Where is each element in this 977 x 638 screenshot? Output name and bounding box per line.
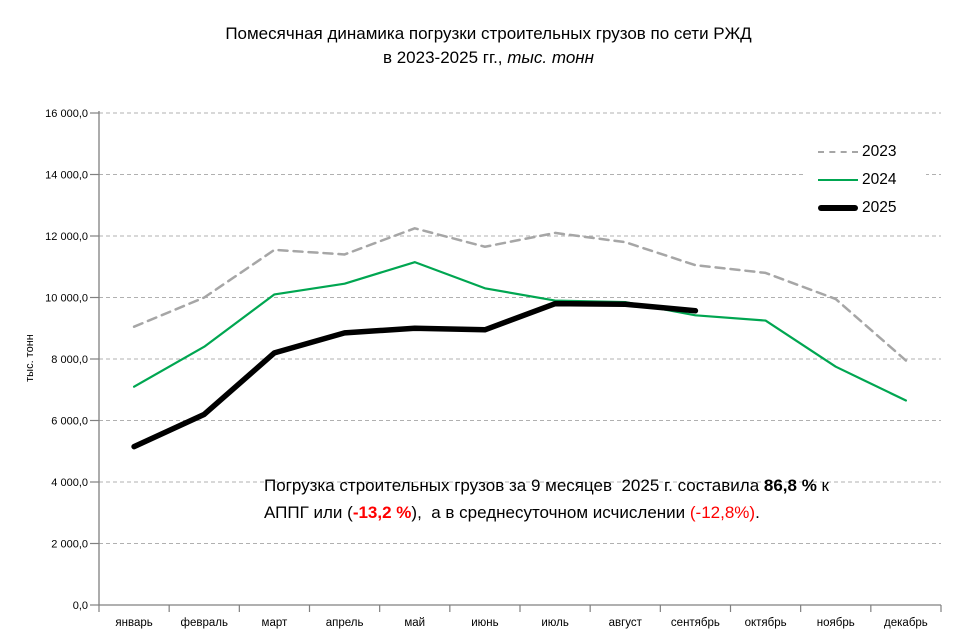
legend-label-2024: 2024 <box>862 171 897 188</box>
y-tick-label: 14 000,0 <box>45 170 88 182</box>
legend-item-2023: 2023 <box>804 138 926 166</box>
legend-item-2024: 2024 <box>804 166 926 194</box>
x-tick-label: июнь <box>471 617 498 629</box>
x-tick-label: май <box>404 617 425 629</box>
y-tick-label: 2 000,0 <box>51 539 88 551</box>
x-tick-label: июль <box>541 617 569 629</box>
legend: 2023 2024 2025 <box>804 136 926 224</box>
y-tick-label: 8 000,0 <box>51 354 88 366</box>
x-tick-label: март <box>262 617 288 629</box>
x-tick-label: август <box>609 617 643 629</box>
chart-title: Помесячная динамика погрузки строительны… <box>0 22 977 70</box>
series-line-2025 <box>131 300 699 450</box>
legend-line-sample-2025 <box>818 205 858 211</box>
annotation-segment: АППГ или ( <box>264 503 353 522</box>
chart-title-line1: Помесячная динамика погрузки строительны… <box>225 24 752 43</box>
x-tick-label: апрель <box>326 617 364 629</box>
annotation-segment: к <box>816 476 829 495</box>
annotation: Погрузка строительных грузов за 9 месяце… <box>264 472 829 526</box>
x-tick-label: декабрь <box>884 617 928 629</box>
annotation-segment: -13,2 % <box>352 503 412 522</box>
y-tick-label: 0,0 <box>73 600 88 612</box>
x-tick-label: ноябрь <box>817 617 855 629</box>
annotation-segment: (-12,8%) <box>689 503 756 522</box>
y-tick-label: 4 000,0 <box>51 477 88 489</box>
annotation-line: АППГ или (-13,2 %), а в среднесуточном и… <box>264 499 829 526</box>
annotation-segment: Погрузка строительных грузов за 9 месяце… <box>264 476 764 495</box>
legend-line-sample-2024 <box>818 179 858 181</box>
series-line-2023 <box>132 227 908 362</box>
chart-title-line2: в 2023-2025 гг., тыс. тонн <box>382 48 595 67</box>
annotation-segment: ), а в среднесуточном исчислении <box>411 503 690 522</box>
legend-line-sample-2023 <box>818 151 858 153</box>
annotation-segment: 86,8 % <box>763 476 817 495</box>
annotation-line: Погрузка строительных грузов за 9 месяце… <box>264 472 829 499</box>
legend-label-2023: 2023 <box>862 143 897 160</box>
y-tick-label: 12 000,0 <box>45 231 88 243</box>
y-tick-label: 16 000,0 <box>45 108 88 120</box>
x-tick-label: сентябрь <box>671 617 720 629</box>
legend-item-2025: 2025 <box>804 194 926 222</box>
x-tick-label: февраль <box>181 617 228 629</box>
x-tick-label: октябрь <box>745 617 787 629</box>
legend-label-2025: 2025 <box>862 199 897 216</box>
x-tick-label: январь <box>115 617 152 629</box>
chart-title-units: тыс. тонн <box>507 48 595 67</box>
annotation-segment: . <box>755 503 760 522</box>
y-tick-label: 10 000,0 <box>45 293 88 305</box>
series-line-2024 <box>132 261 908 402</box>
y-tick-label: 6 000,0 <box>51 416 88 428</box>
